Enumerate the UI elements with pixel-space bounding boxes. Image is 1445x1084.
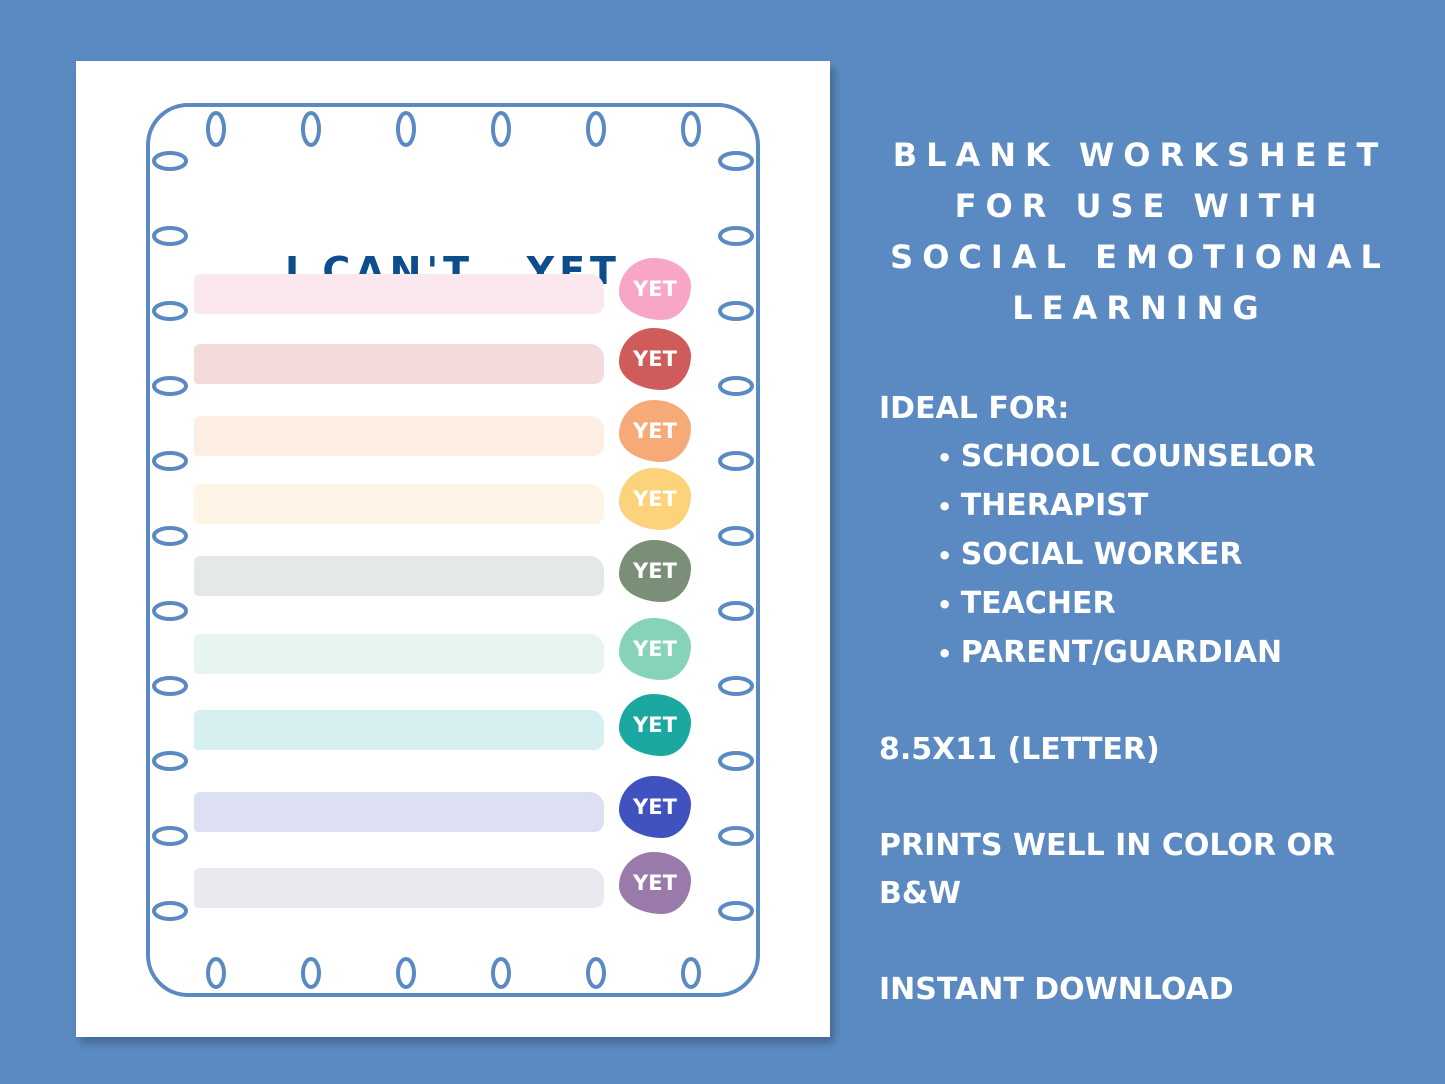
brush-stroke-line[interactable] — [194, 344, 604, 384]
brush-stroke-line[interactable] — [194, 868, 604, 908]
answer-row: YET — [194, 852, 724, 922]
worksheet-preview: I CAN'T...YET YET YET YET YET YET YET YET YET YE… — [76, 61, 830, 1037]
border-loop — [718, 376, 754, 396]
ideal-for-label: IDEAL FOR: — [879, 391, 1070, 426]
border-loop — [152, 226, 188, 246]
border-loop — [396, 111, 416, 147]
border-loop — [681, 957, 701, 989]
brush-stroke-line[interactable] — [194, 274, 604, 314]
yet-badge: YET — [619, 540, 691, 602]
yet-badge: YET — [619, 258, 691, 320]
border-loop — [152, 376, 188, 396]
border-loop — [206, 957, 226, 989]
border-loop — [152, 751, 188, 771]
border-loop — [152, 301, 188, 321]
headline: BLANK WORKSHEET FOR USE WITH SOCIAL EMOT… — [870, 130, 1410, 334]
brush-stroke-line[interactable] — [194, 634, 604, 674]
border-loop — [491, 957, 511, 989]
print-note: PRINTS WELL IN COLOR OR B&W — [879, 828, 1336, 911]
audience-item: PARENT/GUARDIAN — [937, 629, 1419, 678]
answer-row: YET — [194, 258, 724, 328]
audience-item: SCHOOL COUNSELOR — [937, 433, 1419, 482]
border-loop — [152, 901, 188, 921]
border-loop — [396, 957, 416, 989]
headline-line: LEARNING — [1012, 289, 1268, 327]
yet-badge: YET — [619, 694, 691, 756]
answer-row: YET — [194, 776, 724, 846]
border-loop — [152, 451, 188, 471]
border-loop — [152, 826, 188, 846]
audience-item: TEACHER — [937, 580, 1419, 629]
border-loop — [718, 901, 754, 921]
border-loop — [718, 751, 754, 771]
audience-list: SCHOOL COUNSELOR THERAPIST SOCIAL WORKER… — [879, 433, 1419, 678]
yet-badge: YET — [619, 618, 691, 680]
answer-row: YET — [194, 400, 724, 470]
border-loop — [718, 826, 754, 846]
border-loop — [718, 226, 754, 246]
paper-size: 8.5X11 (LETTER) — [879, 732, 1160, 767]
yet-badge: YET — [619, 328, 691, 390]
answer-row: YET — [194, 328, 724, 398]
border-loop — [152, 151, 188, 171]
brush-stroke-line[interactable] — [194, 792, 604, 832]
headline-line: FOR USE WITH — [954, 187, 1326, 225]
answer-row: YET — [194, 618, 724, 688]
border-loop — [718, 601, 754, 621]
brush-stroke-line[interactable] — [194, 484, 604, 524]
border-loop — [301, 957, 321, 989]
border-loop — [718, 451, 754, 471]
product-info: IDEAL FOR: SCHOOL COUNSELOR THERAPIST SO… — [870, 385, 1419, 1014]
loopy-border — [146, 103, 760, 997]
border-loop — [718, 526, 754, 546]
yet-badge: YET — [619, 852, 691, 914]
border-loop — [152, 526, 188, 546]
headline-line: SOCIAL EMOTIONAL — [890, 238, 1390, 276]
border-loop — [718, 151, 754, 171]
answer-row: YET — [194, 468, 724, 538]
audience-item: THERAPIST — [937, 482, 1419, 531]
border-loop — [718, 301, 754, 321]
border-loop — [718, 676, 754, 696]
headline-line: BLANK WORKSHEET — [892, 136, 1388, 174]
yet-badge: YET — [619, 468, 691, 530]
brush-stroke-line[interactable] — [194, 710, 604, 750]
border-line — [146, 103, 760, 997]
border-loop — [681, 111, 701, 147]
border-loop — [301, 111, 321, 147]
yet-badge: YET — [619, 400, 691, 462]
answer-row: YET — [194, 540, 724, 610]
border-loop — [152, 676, 188, 696]
yet-badge: YET — [619, 776, 691, 838]
audience-item: SOCIAL WORKER — [937, 531, 1419, 580]
brush-stroke-line[interactable] — [194, 416, 604, 456]
border-loop — [586, 111, 606, 147]
download-note: INSTANT DOWNLOAD — [879, 972, 1234, 1007]
answer-row: YET — [194, 694, 724, 764]
border-loop — [491, 111, 511, 147]
border-loop — [206, 111, 226, 147]
brush-stroke-line[interactable] — [194, 556, 604, 596]
border-loop — [586, 957, 606, 989]
border-loop — [152, 601, 188, 621]
